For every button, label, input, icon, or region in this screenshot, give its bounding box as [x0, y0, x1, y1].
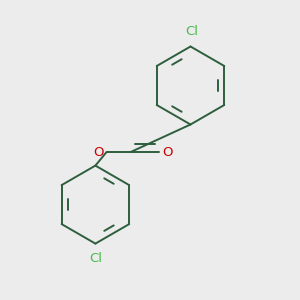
- Text: Cl: Cl: [89, 252, 102, 265]
- Text: O: O: [93, 146, 103, 159]
- Text: O: O: [162, 146, 173, 159]
- Text: Cl: Cl: [185, 25, 199, 38]
